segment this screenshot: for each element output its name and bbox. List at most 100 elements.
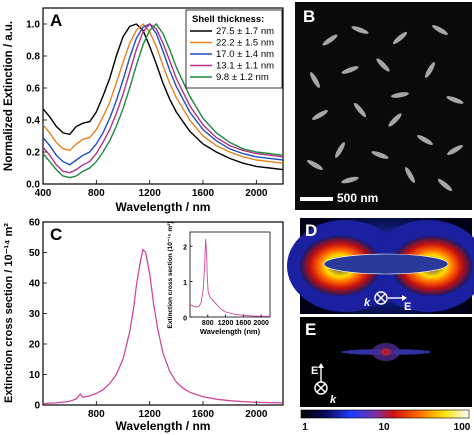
colorbar-label-100: 100 xyxy=(454,422,471,433)
panel-a-ytick-label: 0.6 xyxy=(26,84,40,95)
panel-c-ylabel: Extinction cross section / 10⁻¹⁴ m² xyxy=(3,223,15,403)
legend-box xyxy=(185,9,283,89)
panel-a-series-line-0 xyxy=(43,23,283,171)
panel-a-xtick-label: 800 xyxy=(88,188,105,199)
inset-frame xyxy=(189,231,271,318)
panel-d-k-label: k xyxy=(364,297,371,309)
nanoparticle xyxy=(447,145,463,155)
panel-c-xlabel: Wavelength / nm xyxy=(116,419,211,433)
nanoparticle xyxy=(376,58,390,72)
panel-a-ylabel: Normalized Extinction / a.u. xyxy=(3,21,15,171)
panel-a-xtick-label: 400 xyxy=(35,188,52,199)
nanoparticle xyxy=(351,26,369,34)
nanoparticle xyxy=(322,34,338,46)
panel-c-ytick-label: 30 xyxy=(29,309,41,320)
colorbar-gradient xyxy=(300,409,470,419)
legend-entry-label: 13.1 ± 1.1 nm xyxy=(216,61,274,72)
nanoparticle xyxy=(432,25,448,35)
nanoparticle xyxy=(371,151,389,159)
inset-xtick-label: 800 xyxy=(202,320,214,327)
panel-a-series-line-2 xyxy=(43,23,283,166)
panel-a-xtick-label: 1200 xyxy=(139,188,162,199)
panel-a-ytick-label: 0.2 xyxy=(26,148,40,159)
panel-c-ytick-label: 40 xyxy=(29,279,41,290)
legend-entry-label: 27.5 ± 1.7 nm xyxy=(216,26,274,37)
colorbar-label-1: 1 xyxy=(302,422,308,433)
legend-entry-label: 17.0 ± 1.4 nm xyxy=(216,49,274,60)
particle-group xyxy=(307,25,464,192)
panel-c-inset: 800 1200 1600 2000 0 1 2 Wavelength (nm) Extin… xyxy=(167,222,271,336)
panel-c-letter: C xyxy=(50,225,62,244)
panel-a-series-line-4 xyxy=(43,22,283,179)
nanoparticle xyxy=(392,31,408,45)
legend-entry-label: 22.2 ± 1.5 nm xyxy=(216,38,274,49)
colorbar: 1 10 100 xyxy=(300,409,471,433)
nanoparticle xyxy=(341,176,359,184)
nanoparticle xyxy=(310,72,320,88)
nanoparticle xyxy=(425,62,435,78)
nanoparticle xyxy=(391,92,409,98)
nanoparticle xyxy=(446,96,464,104)
panel-a-series-line-3 xyxy=(43,23,283,174)
panel-c-ytick-label: 50 xyxy=(29,248,41,259)
panel-a-ytick-label: 0.8 xyxy=(26,52,40,63)
nanoparticle xyxy=(312,110,328,120)
panel-a-ytick-label: 1.0 xyxy=(26,20,40,31)
panel-c-series-line-0 xyxy=(43,248,283,405)
panel-a-ytick-label: 0.0 xyxy=(26,180,40,191)
panel-c-xtick-label: 1600 xyxy=(192,409,215,420)
panel-c-xtick-label: 2000 xyxy=(245,409,268,420)
nanoparticle xyxy=(341,66,359,74)
panel-a-series-line-1 xyxy=(43,22,283,164)
panel-e-letter: E xyxy=(305,320,316,339)
legend-entry-label: 9.8 ± 1.2 nm xyxy=(216,72,269,83)
nanoparticle xyxy=(437,178,453,192)
panel-c-xtick-label: 800 xyxy=(88,409,105,420)
panel-e-field-map: E E k xyxy=(300,317,472,407)
panel-a-letter: A xyxy=(50,11,62,30)
panel-c-xtick-label: 1200 xyxy=(139,409,162,420)
panel-e-k-label: k xyxy=(330,394,337,406)
panel-a-xlabel: Wavelength / nm xyxy=(116,200,211,214)
nanoparticle xyxy=(353,102,367,118)
panel-e-background xyxy=(300,317,472,407)
nanoparticle xyxy=(405,167,415,183)
scalebar-line xyxy=(300,197,333,201)
panel-a-xtick-label: 1600 xyxy=(192,188,215,199)
panel-c-ytick-label: 10 xyxy=(29,370,41,381)
nanoparticle xyxy=(417,135,433,145)
panel-d-field-map: D k E xyxy=(287,218,474,314)
inset-ytick-label: 1 xyxy=(183,280,187,287)
inset-ytick-label: 2 xyxy=(183,245,187,252)
inset-xlabel: Wavelength (nm) xyxy=(200,327,261,336)
particle-core xyxy=(323,253,449,275)
panel-b-tem-image: B 500 nm xyxy=(295,2,472,210)
panel-e-e-label: E xyxy=(311,365,318,377)
panel-a-xtick-label: 2000 xyxy=(245,188,268,199)
legend-title: Shell thickness: xyxy=(192,14,264,25)
inset-xtick-label: 1600 xyxy=(236,320,252,327)
k-direction-icon xyxy=(374,291,388,305)
panel-c-ytick-label: 0 xyxy=(34,401,40,412)
nanoparticle xyxy=(388,113,402,127)
inset-ytick-label: 0 xyxy=(183,316,187,323)
panel-a-ytick-label: 0.4 xyxy=(26,116,40,127)
panel-b-background xyxy=(295,2,472,210)
inset-xtick-label: 1200 xyxy=(218,320,234,327)
panel-d-letter: D xyxy=(305,221,317,240)
inset-xtick-label: 2000 xyxy=(253,320,269,327)
scalebar-label: 500 nm xyxy=(337,191,378,205)
panel-b-letter: B xyxy=(303,7,315,26)
panel-c-ytick-label: 20 xyxy=(29,340,41,351)
inset-ylabel: Extinction cross section (10⁻¹⁵ m²) xyxy=(167,222,174,329)
panel-a-chart: 400 800 1200 1600 2000 0.0 0.2 0.4 0.6 0.8 1.0 A S… xyxy=(3,7,284,214)
panel-c-ytick-label: 60 xyxy=(29,218,41,229)
panel-d-e-label: E xyxy=(404,301,411,313)
nanoparticle xyxy=(307,160,323,170)
inset-series-line-0 xyxy=(190,239,270,317)
k-direction-icon-e xyxy=(314,381,328,395)
nanoparticle xyxy=(335,142,345,158)
